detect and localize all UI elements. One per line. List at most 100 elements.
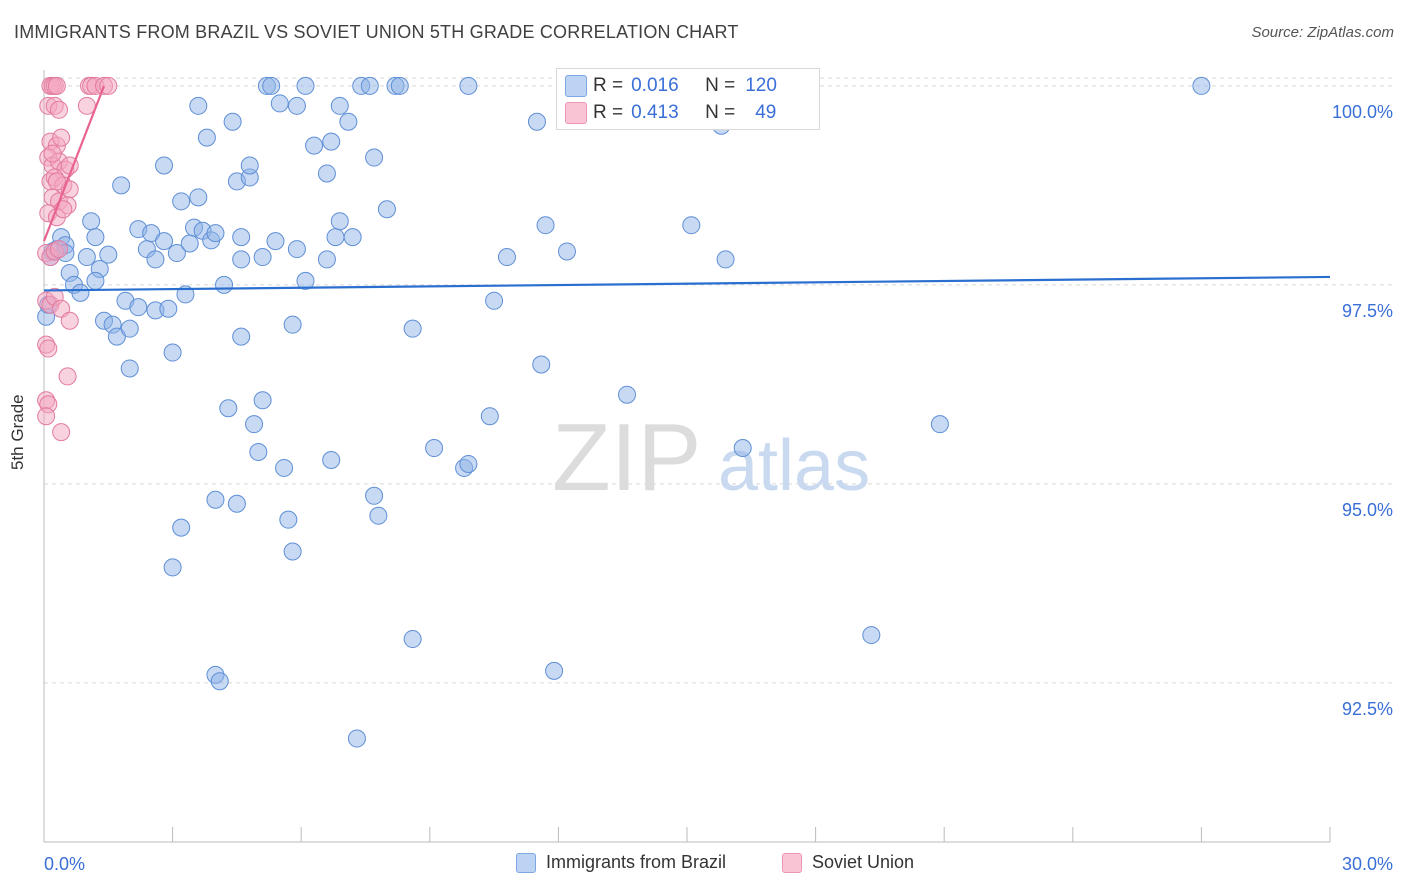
- correlation-legend: R = 0.016 N = 120 R = 0.413 N = 49: [556, 68, 820, 130]
- brazil-point-34: [180, 234, 199, 253]
- brazil-point-75: [343, 228, 362, 247]
- legend-item-brazil[interactable]: Immigrants from Brazil: [516, 852, 726, 873]
- legend-item-soviet[interactable]: Soviet Union: [782, 852, 914, 873]
- soviet-point-3: [47, 76, 66, 95]
- brazil-point-114: [347, 729, 366, 748]
- brazil-point-33: [176, 285, 195, 304]
- r-value: 0.016: [631, 75, 679, 96]
- brazil-point-18: [112, 176, 131, 195]
- legend-swatch-soviet: [782, 852, 802, 873]
- brazil-point-59: [275, 458, 294, 477]
- brazil-point-56: [262, 76, 281, 95]
- brazil-point-67: [305, 136, 324, 155]
- legend-swatch-soviet: [565, 102, 587, 124]
- soviet-point-41: [77, 96, 96, 115]
- brazil-point-108: [1192, 76, 1211, 95]
- brazil-point-66: [296, 271, 315, 290]
- brazil-point-115: [322, 450, 341, 469]
- brazil-point-50: [240, 156, 259, 175]
- data-points: [37, 76, 1211, 748]
- legend-label-brazil: Immigrants from Brazil: [546, 852, 727, 872]
- brazil-point-25: [142, 224, 161, 243]
- brazil-point-9: [71, 283, 90, 302]
- brazil-point-60: [279, 510, 298, 529]
- brazil-point-101: [682, 216, 701, 235]
- brazil-point-107: [930, 415, 949, 434]
- brazil-point-69: [317, 250, 336, 269]
- brazil-point-72: [330, 96, 349, 115]
- legend-label-soviet: Soviet Union: [812, 852, 915, 872]
- series-legend: Immigrants from Brazil Soviet Union: [0, 852, 1406, 878]
- brazil-point-70: [322, 132, 341, 151]
- brazil-point-65: [296, 76, 315, 95]
- brazil-point-68: [317, 164, 336, 183]
- n-value: 49: [755, 102, 777, 123]
- source-label: Source: ZipAtlas.com: [1251, 24, 1394, 41]
- brazil-point-71: [326, 228, 345, 247]
- legend-swatch-brazil: [516, 852, 536, 873]
- r-label: R =: [593, 102, 624, 123]
- brazil-point-64: [287, 240, 306, 259]
- brazil-point-86: [425, 439, 444, 458]
- y-tick-label-1: 95.0%: [1342, 500, 1393, 520]
- brazil-point-54: [253, 248, 272, 267]
- brazil-point-17: [107, 327, 126, 346]
- brazil-point-42: [215, 275, 234, 294]
- brazil-point-116: [227, 494, 246, 513]
- brazil-point-85: [403, 630, 422, 649]
- soviet-point-46: [99, 76, 118, 95]
- brazil-point-88: [459, 454, 478, 473]
- brazil-point-113: [210, 672, 229, 691]
- brazil-point-74: [339, 112, 358, 131]
- brazil-point-62: [283, 315, 302, 334]
- brazil-point-53: [253, 391, 272, 410]
- tick-labels: 92.5% 95.0% 97.5% 100.0% 0.0% 30.0%: [44, 102, 1393, 874]
- brazil-point-111: [206, 490, 225, 509]
- r-value: 0.413: [631, 102, 679, 123]
- brazil-point-81: [377, 200, 396, 219]
- watermark-atlas: atlas: [718, 426, 870, 506]
- brazil-point-117: [159, 299, 178, 318]
- y-tick-label-0: 92.5%: [1342, 699, 1393, 719]
- n-label: N =: [705, 75, 736, 96]
- brazil-point-90: [480, 407, 499, 426]
- brazil-point-78: [365, 148, 384, 167]
- brazil-point-46: [232, 228, 251, 247]
- brazil-point-44: [223, 112, 242, 131]
- brazil-point-15: [99, 245, 118, 264]
- brazil-point-89: [459, 76, 478, 95]
- brazil-point-48: [232, 250, 251, 269]
- brazil-point-84: [403, 319, 422, 338]
- y-axis-label: 5th Grade: [8, 394, 27, 470]
- brazil-point-57: [266, 232, 285, 251]
- brazil-point-51: [245, 415, 264, 434]
- legend-swatch-brazil: [565, 75, 587, 97]
- brazil-point-23: [129, 298, 148, 317]
- soviet-point-35: [39, 339, 58, 358]
- brazil-point-79: [365, 486, 384, 505]
- brazil-point-47: [232, 327, 251, 346]
- brazil-point-61: [283, 542, 302, 561]
- soviet-point-9: [52, 128, 71, 147]
- brazil-point-32: [172, 192, 191, 211]
- brazil-point-38: [197, 128, 216, 147]
- brazil-point-83: [390, 76, 409, 95]
- brazil-point-41: [206, 224, 225, 243]
- brazil-point-37: [189, 96, 208, 115]
- legend-row-brazil: R = 0.016 N = 120: [565, 73, 777, 99]
- soviet-point-28: [50, 240, 69, 259]
- soviet-trend-line: [42, 85, 106, 242]
- brazil-point-63: [287, 96, 306, 115]
- soviet-point-6: [50, 100, 69, 119]
- brazil-point-109: [163, 558, 182, 577]
- brazil-point-106: [862, 626, 881, 645]
- x-tick-label-0: 0.0%: [44, 854, 85, 874]
- brazil-trend-line: [43, 275, 1331, 292]
- soviet-point-47: [47, 172, 66, 191]
- brazil-point-12: [86, 228, 105, 247]
- brazil-point-110: [172, 518, 191, 537]
- brazil-point-21: [120, 319, 139, 338]
- brazil-point-11: [82, 212, 101, 231]
- soviet-point-33: [60, 311, 79, 330]
- brazil-point-103: [716, 250, 735, 269]
